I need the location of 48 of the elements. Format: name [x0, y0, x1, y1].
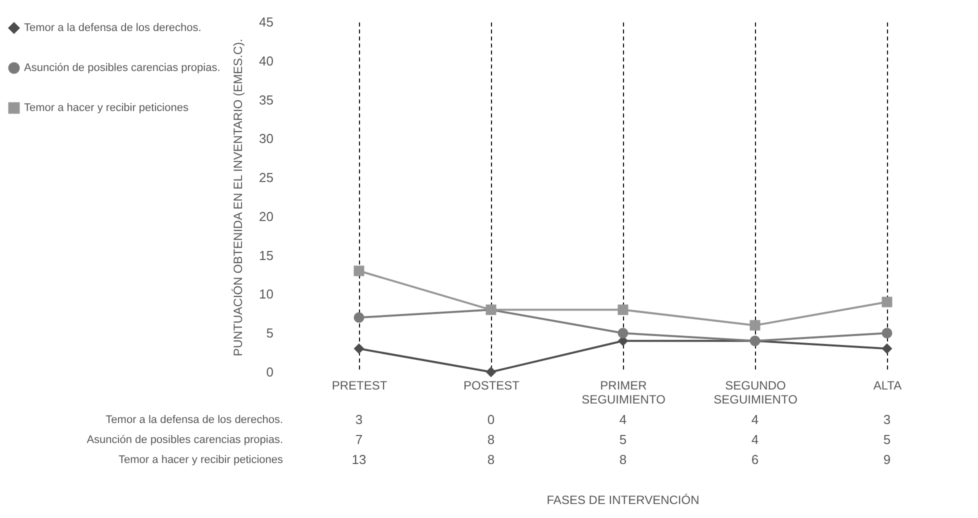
data-label: 5	[883, 432, 891, 447]
data-label: 8	[487, 452, 495, 467]
x-tick-label: ALTA	[873, 378, 902, 392]
x-tick-label: SEGUNDO SEGUIMIENTO	[714, 378, 798, 406]
point	[882, 328, 892, 338]
x-tick-label: PRIMER SEGUIMIENTO	[582, 378, 666, 406]
point	[354, 343, 364, 354]
point	[882, 343, 892, 354]
point	[618, 304, 628, 316]
data-label: 5	[619, 432, 627, 447]
legend-label: Asunción de posibles carencias propias.	[24, 62, 220, 74]
y-tick-label: 25	[259, 170, 274, 186]
data-label: 0	[487, 412, 495, 427]
data-label: 4	[619, 412, 627, 427]
data-label: 8	[487, 432, 495, 447]
text: Asunción de posibles carencias propias.	[86, 434, 283, 446]
point	[750, 320, 760, 331]
data-label: 7	[355, 432, 363, 447]
point	[354, 266, 364, 276]
text: Temor a hacer y recibir peticiones	[118, 454, 283, 466]
data-label: 9	[883, 452, 891, 467]
y-tick-label: 30	[259, 131, 274, 146]
y-tick-label: 5	[266, 326, 274, 341]
y-tick-label: 35	[259, 92, 274, 108]
text: FASES DE INTERVENCIÓN	[546, 493, 700, 507]
x-tick-label: PRETEST	[332, 378, 388, 392]
data-label: 8	[619, 452, 627, 467]
legend-label: Temor a la defensa de los derechos.	[24, 22, 202, 34]
data-label: 4	[751, 432, 759, 447]
point	[486, 366, 496, 378]
data-label: 3	[355, 412, 363, 427]
x-tick-label: POSTEST	[463, 378, 520, 392]
point	[882, 296, 892, 308]
y-tick-label: 40	[259, 53, 274, 68]
y-axis-title: PUNTUACIÓN OBTENIDA EN EL INVENTARIO (EMES.C).	[231, 38, 246, 356]
data-label: 13	[352, 452, 366, 467]
data-label: 4	[751, 412, 759, 427]
data-label: 3	[883, 412, 891, 427]
data-label: 6	[751, 452, 759, 467]
y-tick-label: 15	[259, 248, 274, 263]
point	[354, 312, 364, 323]
y-tick-label: 45	[259, 14, 274, 30]
y-tick-label: 20	[259, 208, 274, 224]
legend-label: Temor a hacer y recibir peticiones	[24, 102, 189, 114]
y-tick-label: 10	[259, 286, 274, 302]
point	[618, 328, 628, 338]
text: Temor a la defensa de los derechos.	[106, 414, 283, 426]
y-tick-label: 0	[266, 364, 274, 380]
